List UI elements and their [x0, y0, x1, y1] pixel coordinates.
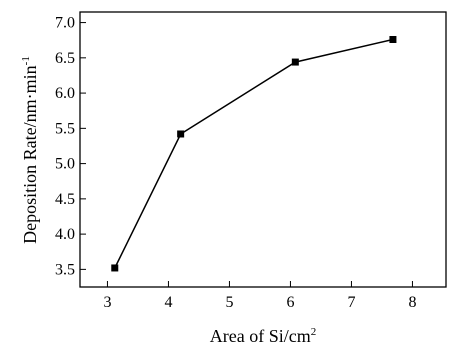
y-tick-label: 7.0: [55, 15, 75, 32]
y-tick-label: 3.5: [55, 261, 75, 278]
x-tick-label: 5: [225, 294, 233, 311]
x-tick-label: 8: [408, 294, 416, 311]
x-tick-label: 3: [103, 294, 111, 311]
y-tick-label: 4.0: [55, 226, 75, 243]
x-axis-ticks: 3 4 5 6 7 8: [103, 281, 416, 311]
y-axis-title: Deposition Rate/nm·min-1: [20, 56, 40, 244]
data-point: [292, 59, 299, 66]
y-tick-label: 5.5: [55, 120, 75, 137]
data-point: [111, 264, 118, 271]
data-series: [111, 36, 396, 271]
series-line: [115, 40, 393, 269]
y-axis-ticks: 3.5 4.0 4.5 5.0 5.5 6.0 6.5 7.0: [55, 15, 86, 279]
x-tick-label: 6: [286, 294, 294, 311]
plot-frame: [80, 12, 446, 287]
y-tick-label: 4.5: [55, 191, 75, 208]
y-tick-label: 6.5: [55, 50, 75, 67]
x-tick-label: 7: [347, 294, 355, 311]
x-tick-label: 4: [164, 294, 172, 311]
data-point: [177, 130, 184, 137]
y-tick-label: 5.0: [55, 156, 75, 173]
data-point: [389, 36, 396, 43]
x-axis-title: Area of Si/cm2: [210, 326, 316, 346]
y-tick-label: 6.0: [55, 85, 75, 102]
